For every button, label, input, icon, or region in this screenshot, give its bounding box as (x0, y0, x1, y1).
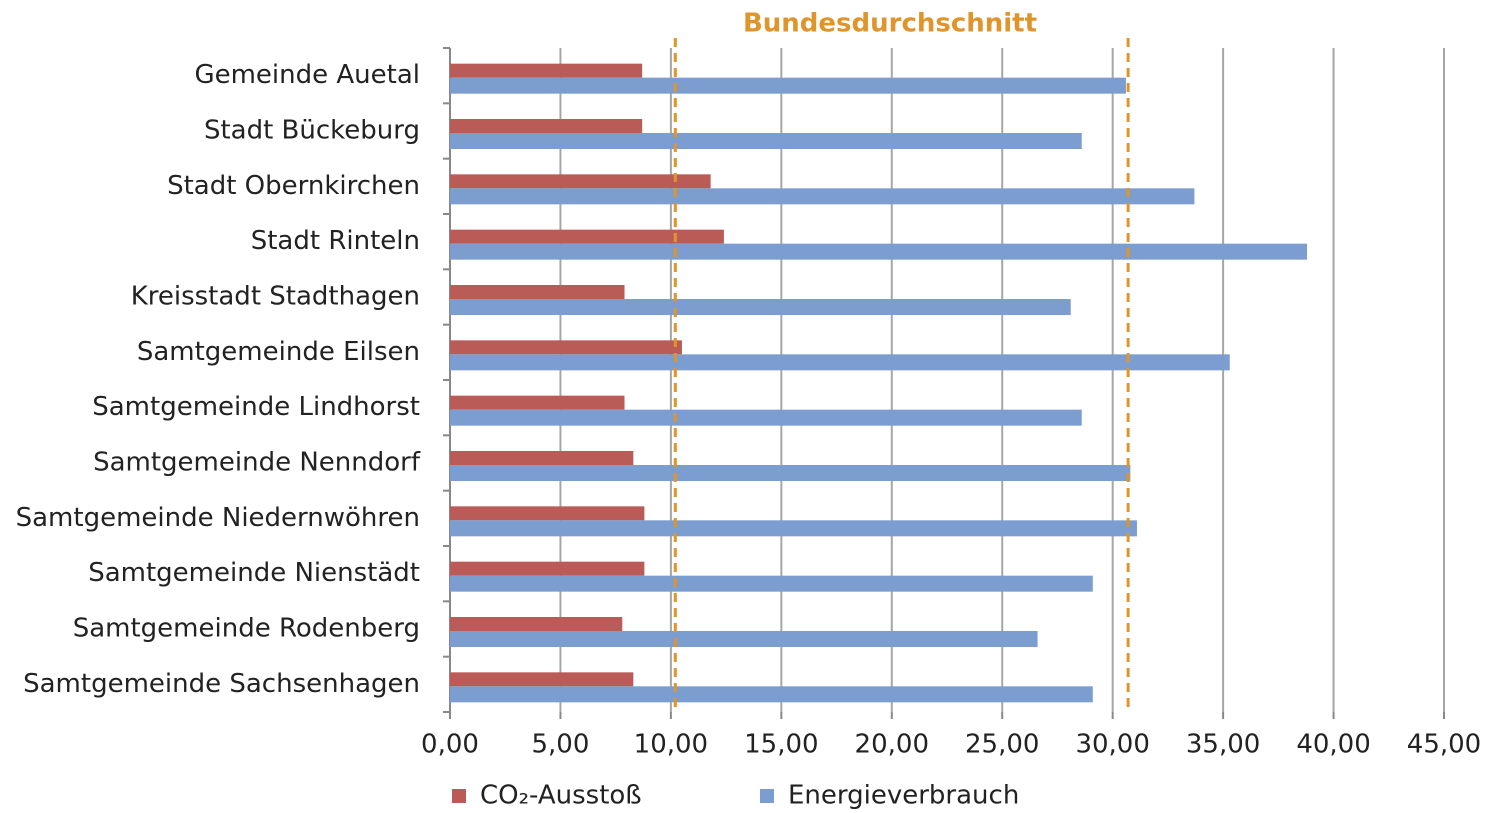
bar (450, 575, 1093, 592)
y-tick-label: Samtgemeinde Nienstädt (88, 558, 420, 588)
y-tick-label: Samtgemeinde Niedernwöhren (16, 503, 420, 533)
y-tick-label: Gemeinde Auetal (194, 60, 420, 90)
x-tick-label: 45,00 (1407, 730, 1481, 760)
legend-label: CO₂-Ausstoß (480, 781, 642, 811)
legend-swatch (452, 789, 466, 803)
x-tick-label: 40,00 (1296, 730, 1370, 760)
y-tick-label: Stadt Bückeburg (204, 116, 420, 146)
x-tick-label: 30,00 (1075, 730, 1149, 760)
bar (450, 617, 623, 631)
x-tick-label: 0,00 (421, 730, 479, 760)
bar (450, 465, 1131, 481)
y-tick-label: Samtgemeinde Nenndorf (93, 448, 421, 478)
bar (450, 243, 1308, 260)
bar (450, 672, 634, 687)
x-tick-label: 35,00 (1186, 730, 1260, 760)
bar (450, 354, 1230, 371)
bar (450, 451, 634, 465)
bar (450, 340, 682, 355)
bar (450, 77, 1126, 94)
legend-label: Energieverbrauch (788, 781, 1019, 811)
bar (450, 520, 1137, 537)
legend-swatch (760, 789, 774, 803)
bar (450, 686, 1093, 703)
y-tick-label: Stadt Rinteln (251, 226, 420, 256)
bar (450, 299, 1071, 315)
y-tick-label: Samtgemeinde Sachsenhagen (23, 669, 420, 699)
bar (450, 561, 645, 576)
y-tick-label: Samtgemeinde Eilsen (137, 337, 420, 367)
y-tick-label: Kreisstadt Stadthagen (131, 282, 420, 312)
bar (450, 395, 625, 410)
bar (450, 631, 1038, 647)
bar (450, 285, 625, 299)
bar (450, 409, 1082, 426)
bar (450, 506, 645, 521)
bar (450, 133, 1082, 149)
y-tick-label: Stadt Obernkirchen (167, 171, 420, 201)
bar (450, 188, 1195, 205)
annotation: Bundesdurchschnitt (743, 9, 1037, 39)
x-tick-label: 15,00 (744, 730, 818, 760)
x-tick-label: 25,00 (965, 730, 1039, 760)
x-tick-label: 20,00 (855, 730, 929, 760)
bar (450, 63, 643, 78)
y-tick-label: Samtgemeinde Rodenberg (73, 614, 420, 644)
x-tick-label: 10,00 (634, 730, 708, 760)
bar (450, 229, 724, 244)
x-tick-label: 5,00 (531, 730, 589, 760)
bar (450, 174, 711, 189)
bar (450, 119, 643, 133)
y-tick-label: Samtgemeinde Lindhorst (92, 392, 420, 422)
